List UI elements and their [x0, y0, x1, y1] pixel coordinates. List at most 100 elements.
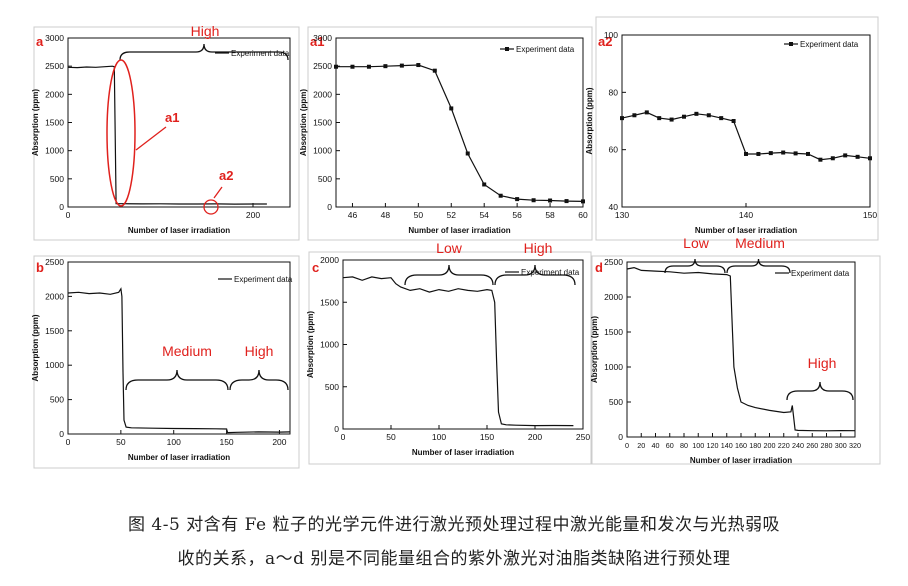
y-tick-label: 1000 [45, 146, 64, 156]
legend-label: Experiment data [521, 268, 580, 277]
panel-label-c: c [312, 260, 319, 275]
annotation-low: Low [436, 240, 463, 256]
annotation-high: High [808, 355, 837, 371]
x-tick-label: 160 [735, 441, 747, 450]
x-tick-label: 150 [219, 437, 233, 447]
y-tick-label: 0 [59, 429, 64, 439]
x-tick-label: 300 [835, 441, 847, 450]
data-point [482, 182, 487, 187]
x-tick-label: 46 [348, 210, 358, 220]
annotation-a2: a2 [219, 168, 233, 183]
y-tick-label: 0 [59, 202, 64, 212]
data-point [465, 151, 470, 156]
plot-area [67, 261, 291, 435]
data-point [756, 151, 761, 156]
low-brace [404, 264, 494, 286]
data-point [531, 198, 536, 203]
data-point [334, 64, 338, 69]
y-tick-label: 0 [618, 432, 623, 442]
data-point [399, 63, 404, 68]
data-point [818, 157, 823, 162]
y-tick-label: 3000 [45, 33, 64, 43]
x-tick-label: 140 [739, 210, 753, 220]
legend-marker [789, 42, 793, 46]
y-tick-label: 500 [609, 397, 623, 407]
y-tick-label: 2500 [313, 61, 332, 71]
y-tick-label: 1500 [45, 326, 64, 336]
x-tick-label: 180 [749, 441, 761, 450]
annotation-a2-circle [203, 199, 219, 215]
x-tick-label: 56 [512, 210, 522, 220]
data-point [855, 154, 860, 159]
y-tick-label: 2000 [45, 89, 64, 99]
y-tick-label: 500 [325, 382, 339, 392]
y-tick-label: 1000 [320, 340, 339, 350]
data-point [793, 151, 798, 156]
annotation-high: High [191, 23, 220, 39]
panel-frame-a2 [595, 16, 879, 241]
y-tick-label: 500 [50, 174, 64, 184]
y-tick-label: 500 [50, 395, 64, 405]
x-axis-label: Number of laser irradiation [695, 226, 797, 235]
y-tick-label: 100 [604, 30, 618, 40]
legend-label: Experiment data [800, 40, 859, 49]
data-point [449, 106, 454, 111]
panel-frame-d [591, 255, 881, 465]
annotation-a1-arrow [135, 126, 167, 151]
series-line [336, 64, 584, 202]
x-tick-label: 54 [479, 210, 489, 220]
y-tick-label: 1500 [45, 118, 64, 128]
x-tick-label: 58 [545, 210, 555, 220]
data-point [366, 64, 371, 69]
y-tick-label: 2500 [45, 257, 64, 267]
annotation-high: High [245, 343, 274, 359]
panel-frame-a [33, 26, 300, 241]
y-tick-label: 1500 [604, 327, 623, 337]
data-point [581, 199, 585, 204]
x-tick-label: 50 [386, 432, 396, 442]
legend-label: Experiment data [234, 275, 293, 284]
x-tick-label: 50 [414, 210, 424, 220]
x-tick-label: 100 [432, 432, 446, 442]
y-tick-label: 0 [327, 202, 332, 212]
x-tick-label: 280 [821, 441, 833, 450]
data-point [719, 116, 724, 121]
annotation-a1-ellipse [106, 59, 136, 207]
x-tick-label: 80 [680, 441, 688, 450]
x-tick-label: 200 [272, 437, 286, 447]
x-tick-label: 150 [480, 432, 494, 442]
panel-frame-c [308, 251, 592, 465]
y-tick-label: 2000 [604, 292, 623, 302]
x-tick-label: 100 [692, 441, 704, 450]
chart-b: b 0 500 1000 1500 2000 2500 0 50 100 150 200 Number … [31, 257, 293, 462]
data-point [657, 116, 662, 121]
plot-area [342, 259, 584, 430]
plot-area [621, 34, 871, 208]
x-tick-label: 50 [116, 437, 126, 447]
x-tick-label: 0 [625, 441, 629, 450]
y-axis-label: Absorption (ppm) [299, 89, 308, 156]
y-tick-label: 60 [609, 145, 619, 155]
panel-frame-b [33, 255, 300, 469]
series-line [342, 276, 574, 427]
y-tick-label: 80 [609, 87, 619, 97]
x-axis-label: Number of laser irradiation [690, 456, 792, 465]
x-tick-label: 0 [66, 210, 71, 220]
y-tick-label: 2000 [313, 89, 332, 99]
x-tick-label: 60 [578, 210, 588, 220]
series-line [67, 65, 267, 205]
high-brace [494, 264, 576, 286]
panel-frame-a1 [307, 26, 593, 241]
high-brace [786, 381, 854, 401]
y-axis-label: Absorption (ppm) [590, 316, 599, 383]
legend-label: Experiment data [791, 269, 850, 278]
x-axis-label: Number of laser irradiation [408, 226, 510, 235]
data-point [350, 64, 355, 69]
y-tick-label: 2000 [45, 291, 64, 301]
y-tick-label: 2000 [320, 255, 339, 265]
legend-label: Experiment data [516, 45, 575, 54]
figure-caption-line-2: 收的关系，a～d 别是不同能量组合的紫外激光对油脂类缺陷进行预处理 [177, 549, 731, 569]
plot-area [626, 261, 856, 438]
